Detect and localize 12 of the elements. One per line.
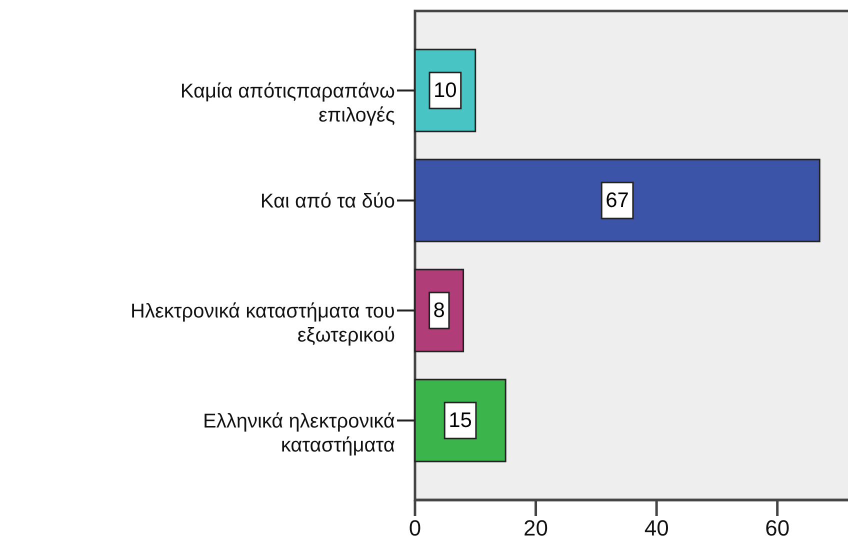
data-label: 8	[433, 299, 445, 322]
y-tick-label: Και από τα δύο	[260, 190, 395, 212]
data-label: 10	[434, 78, 457, 102]
x-tick-label: 0	[408, 516, 422, 541]
y-tick-label: Ελληνικά ηλεκτρονικά καταστήματα	[203, 410, 395, 457]
data-label: 67	[606, 188, 629, 212]
x-tick-label: 40	[644, 516, 669, 541]
y-tick-label: Καμία απότιςπαραπάνω επιλογές	[180, 80, 396, 126]
y-tick-label: Ηλεκτρονικά καταστήματα του εξωτερικού	[130, 300, 395, 347]
x-tick-label: 60	[765, 516, 790, 541]
data-label: 15	[448, 409, 472, 432]
x-tick-label: 20	[524, 516, 548, 541]
